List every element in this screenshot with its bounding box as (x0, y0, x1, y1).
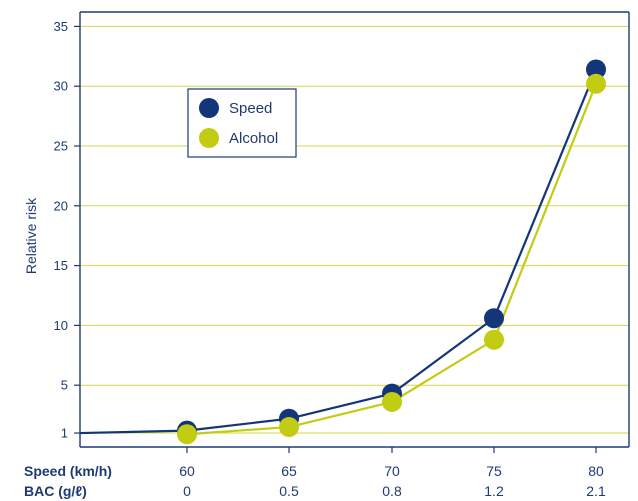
alcohol-point (177, 424, 197, 445)
x-tick-label-speed: 70 (384, 463, 400, 479)
y-tick-label: 10 (54, 318, 68, 333)
y-tick-label: 35 (54, 19, 68, 34)
speed-series-line (79, 69, 598, 435)
x-tick-labels: Speed (km/h) BAC (g/ℓ) 60 65 70 75 80 0 0.5 0.8… (24, 463, 606, 499)
speed-point (586, 59, 606, 80)
x-tick-label-speed: 75 (486, 463, 502, 479)
y-tick-label: 25 (54, 139, 68, 154)
x-tick-label-speed: 80 (588, 463, 604, 479)
alcohol-point (382, 391, 402, 412)
x-row-title-speed: Speed (km/h) (24, 463, 112, 479)
y-tick-label: 20 (54, 198, 68, 213)
speed-point (484, 308, 504, 329)
y-tick-label: 15 (54, 258, 68, 273)
alcohol-point (484, 329, 504, 350)
x-tick-label-bac: 2.1 (586, 483, 606, 499)
grid-lines (80, 25, 629, 434)
legend: Speed Alcohol (187, 88, 297, 158)
legend-alcohol-marker (199, 128, 219, 148)
legend-speed-marker (199, 98, 219, 118)
x-tick-label-speed: 65 (281, 463, 297, 479)
x-tick-label-bac: 0.5 (279, 483, 299, 499)
y-tick-label: 5 (61, 378, 68, 393)
axes (79, 11, 630, 453)
y-tick-label: 30 (54, 79, 68, 94)
y-axis-label: Relative risk (23, 197, 39, 274)
legend-speed-label: Speed (229, 100, 272, 117)
series-layer (79, 59, 606, 445)
alcohol-point (586, 73, 606, 94)
x-row-title-bac: BAC (g/ℓ) (24, 483, 87, 499)
x-tick-label-speed: 60 (179, 463, 195, 479)
legend-alcohol-label: Alcohol (229, 130, 278, 147)
y-tick-label: 1 (61, 426, 68, 441)
alcohol-point (279, 417, 299, 438)
x-tick-label-bac: 0 (183, 483, 191, 499)
x-tick-label-bac: 1.2 (484, 483, 504, 499)
x-tick-label-bac: 0.8 (382, 483, 402, 499)
